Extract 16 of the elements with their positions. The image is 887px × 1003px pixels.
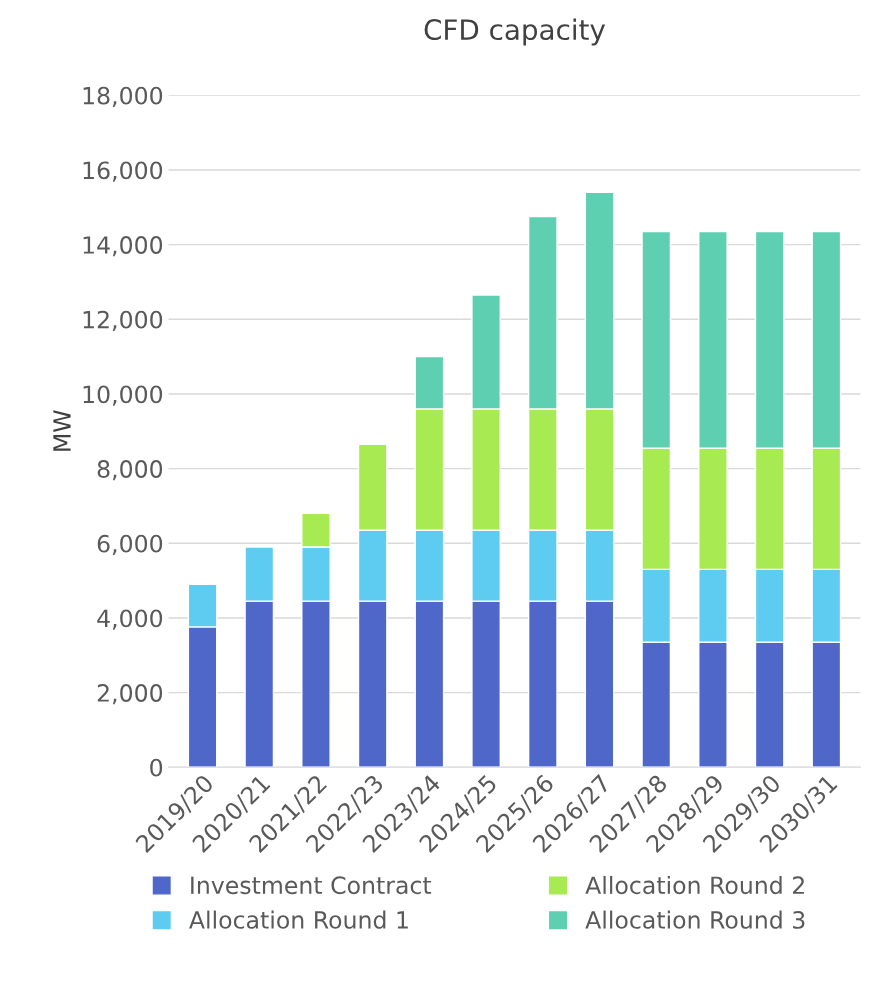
y-tick-label: 18,000 <box>83 86 163 107</box>
legend-label: Allocation Round 2 <box>585 875 804 895</box>
y-tick-label: 4,000 <box>97 609 163 630</box>
y-axis-title: MW <box>53 410 71 451</box>
legend-label: Investment Contract <box>191 876 432 895</box>
y-tick-label: 16,000 <box>83 161 163 182</box>
y-tick-label: 12,000 <box>83 310 163 331</box>
legend-label: Allocation Round 1 <box>189 910 408 929</box>
y-tick-label: 2,000 <box>97 684 163 705</box>
legend-label: Allocation Round 3 <box>585 910 805 929</box>
chart-title: CFD capacity <box>424 18 606 46</box>
y-tick-label: 6,000 <box>97 534 163 556</box>
y-tick-label: 0 <box>150 758 163 777</box>
y-tick-label: 10,000 <box>83 385 163 406</box>
y-tick-label: 14,000 <box>83 236 163 257</box>
y-tick-label: 8,000 <box>97 460 163 481</box>
